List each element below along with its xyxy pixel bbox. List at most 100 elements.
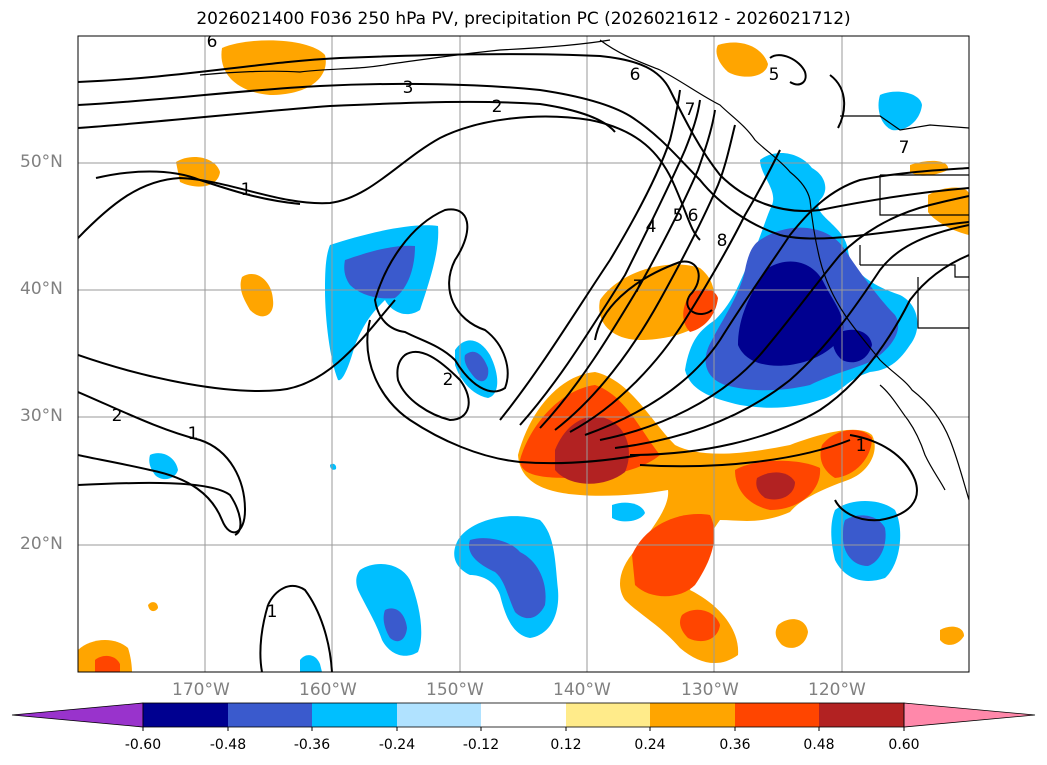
pv-label: 7 xyxy=(685,100,696,120)
colorbar-tick-label: -0.12 xyxy=(462,737,500,753)
pv-label: 5 xyxy=(769,65,780,85)
pv-label: 2 xyxy=(443,370,454,390)
precip-negative-area xyxy=(469,538,546,619)
precip-positive-area xyxy=(716,42,768,77)
pv-contour-line xyxy=(78,53,969,212)
colorbar-tick-label: 0.48 xyxy=(803,737,835,753)
pv-contour-line xyxy=(539,109,716,429)
pv-label: 1 xyxy=(188,424,199,444)
colorbar-extend-high xyxy=(903,702,1036,728)
pv-contour-line xyxy=(599,195,969,441)
colorbar-tick-label: -0.60 xyxy=(124,737,162,753)
pv-contour-line xyxy=(259,604,269,672)
precip-negative-area xyxy=(383,608,407,642)
colorbar-bin xyxy=(228,703,312,727)
precip-negative-area xyxy=(149,453,178,480)
graticule xyxy=(78,36,969,672)
colorbar-tick-label: 0.36 xyxy=(719,737,751,753)
pv-contour-line xyxy=(769,54,807,86)
colorbar-bin xyxy=(481,703,566,727)
precip-negative-area xyxy=(300,655,322,672)
lon-label-150w: 150°W xyxy=(426,680,484,700)
lon-label-160w: 160°W xyxy=(299,680,357,700)
precip-positive-area xyxy=(555,416,629,484)
pv-label: 6 xyxy=(207,32,218,52)
colorbar-bin xyxy=(566,703,650,727)
pv-contour-line xyxy=(639,439,851,468)
pv-contour-line xyxy=(829,74,846,129)
pv-contour-line xyxy=(373,208,509,393)
pv-label: 6 xyxy=(630,65,641,85)
map-title: 2026021400 F036 250 hPa PV, precipitatio… xyxy=(196,9,851,29)
coastlines xyxy=(199,39,969,501)
lat-label-40n: 40°N xyxy=(20,279,63,299)
lat-label-30n: 30°N xyxy=(20,406,63,426)
pv-contour-line xyxy=(78,82,969,240)
precip-positive-area xyxy=(940,626,964,645)
lat-label-50n: 50°N xyxy=(20,152,63,172)
precip-negative-area xyxy=(464,351,489,382)
pv-contour-line xyxy=(614,224,969,449)
pv-contour-line xyxy=(78,100,616,133)
colorbar-tick-label: 0.24 xyxy=(634,737,666,753)
pv-label: 3 xyxy=(403,78,414,98)
precip-positive-area xyxy=(683,288,718,332)
precip-negative-area xyxy=(344,245,415,299)
pv-contour-line xyxy=(629,254,969,456)
pv-label: 5 xyxy=(673,206,684,226)
pv-label: 2 xyxy=(492,97,503,117)
pv-contour-line xyxy=(366,319,641,465)
precip-positive-area xyxy=(240,273,274,317)
pv-label: 1 xyxy=(241,180,252,200)
precip-positive-area xyxy=(95,655,120,672)
pv-contours xyxy=(78,53,969,672)
precip-negative-area xyxy=(738,261,844,366)
pv-label: 4 xyxy=(646,217,657,237)
lon-label-120w: 120°W xyxy=(808,680,866,700)
precip-positive-area xyxy=(632,514,715,597)
precip-negative-area xyxy=(843,515,886,566)
colorbar-tick-label: 0.12 xyxy=(550,737,582,753)
pv-contour-line xyxy=(519,99,701,426)
map-panel: 6 6 3 2 1 5 4 5 6 8 7 7 2 2 1 1 1 7 xyxy=(78,32,969,672)
precip-positive-area xyxy=(756,472,795,500)
pv-label: 7 xyxy=(633,277,644,297)
colorbar-bin xyxy=(735,703,819,727)
pv-contour-line xyxy=(584,167,969,436)
pv-contour-line xyxy=(78,115,701,241)
lat-label-20n: 20°N xyxy=(20,534,63,554)
colorbar-bin xyxy=(312,703,397,727)
pv-contour-line xyxy=(78,299,396,392)
colorbar-bin xyxy=(650,703,735,727)
pv-contour-labels: 6 6 3 2 1 5 4 5 6 8 7 7 2 2 1 1 1 7 xyxy=(112,32,910,622)
pv-contour-line xyxy=(396,350,470,422)
pv-contour-line xyxy=(554,124,736,431)
pv-contour-line xyxy=(78,481,242,536)
precip-positive-area xyxy=(680,609,720,642)
lon-label-140w: 140°W xyxy=(553,680,611,700)
pv-contour-line xyxy=(499,89,681,421)
precip-shading xyxy=(78,40,969,672)
precip-positive-area xyxy=(148,602,158,612)
pv-label: 8 xyxy=(717,231,728,251)
pv-label: 7 xyxy=(899,138,910,158)
colorbar xyxy=(11,702,1036,731)
pv-contour-line xyxy=(267,585,333,672)
pv-contour-line xyxy=(834,434,918,522)
colorbar-tick-label: -0.48 xyxy=(209,737,247,753)
precip-negative-area xyxy=(878,91,922,131)
pv-contour-line xyxy=(594,260,713,341)
colorbar-tick-label: -0.24 xyxy=(378,737,416,753)
pv-label: 6 xyxy=(688,206,699,226)
pv-label: 1 xyxy=(856,436,867,456)
precip-positive-area xyxy=(820,429,872,478)
colorbar-bin xyxy=(819,703,904,727)
lon-label-130w: 130°W xyxy=(681,680,739,700)
pv-label: 2 xyxy=(112,406,123,426)
pv-label: 1 xyxy=(267,602,278,622)
precip-negative-area xyxy=(612,502,645,522)
colorbar-extend-low xyxy=(11,702,144,728)
precip-positive-area xyxy=(221,40,326,95)
precip-positive-area xyxy=(775,619,808,648)
